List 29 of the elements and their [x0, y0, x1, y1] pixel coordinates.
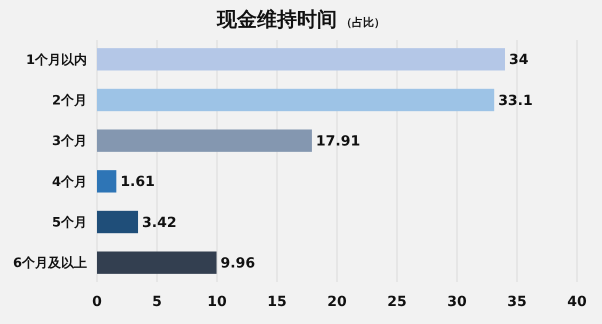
y-tick-label: 3个月 [52, 134, 87, 150]
data-label: 9.96 [220, 256, 256, 272]
y-tick-label: 6个月及以上 [12, 256, 87, 272]
x-tick-label: 15 [267, 294, 287, 310]
x-tick-label: 25 [387, 294, 407, 310]
x-tick-label: 30 [447, 294, 467, 310]
bar [97, 210, 138, 234]
bar [97, 88, 494, 112]
y-tick-label: 5个月 [52, 216, 87, 231]
bar [97, 129, 312, 152]
data-label: 1.61 [120, 174, 155, 190]
x-tick-label: 35 [507, 294, 527, 310]
x-tick-label: 10 [207, 294, 227, 310]
chart-subtitle: （占比） [341, 16, 385, 29]
y-tick-label: 4个月 [52, 174, 87, 190]
data-label: 17.91 [316, 134, 360, 150]
bar [97, 170, 116, 193]
data-label: 33.1 [498, 92, 533, 109]
x-tick-label: 0 [92, 294, 102, 310]
data-label: 3.42 [142, 214, 177, 231]
bar [97, 251, 217, 274]
y-tick-label: 2个月 [52, 94, 87, 109]
x-tick-label: 40 [567, 294, 587, 310]
chart-title: 现金维持时间 [216, 7, 337, 31]
bar [97, 48, 505, 71]
y-tick-label: 1个月以内 [26, 52, 87, 68]
x-tick-label: 5 [152, 294, 162, 310]
x-tick-label: 20 [327, 294, 347, 310]
data-label: 34 [509, 52, 529, 68]
